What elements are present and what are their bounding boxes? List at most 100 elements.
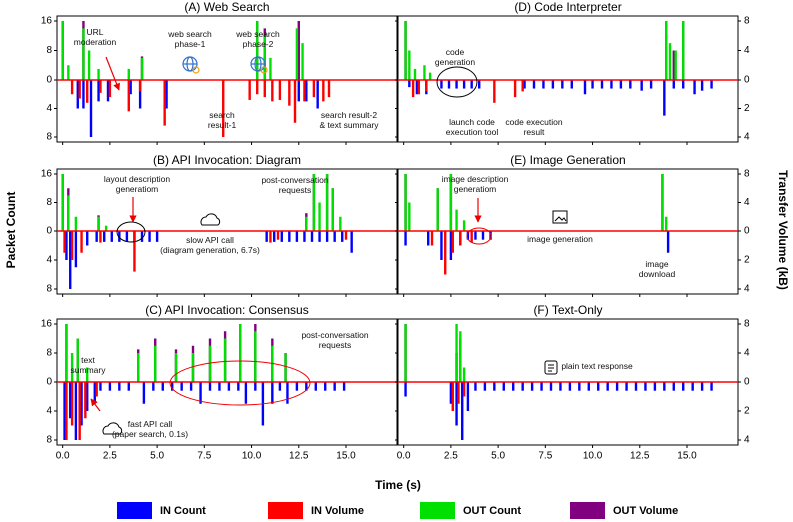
legend-swatch xyxy=(570,502,605,519)
y-tick-label: 16 xyxy=(41,169,53,180)
panel-title: (A) Web Search xyxy=(184,0,269,14)
y-tick-label: 8 xyxy=(46,284,52,295)
annotation: search result-1 xyxy=(207,110,237,130)
y-tick-label: 8 xyxy=(46,348,52,359)
y2-tick-label: 8 xyxy=(744,16,750,27)
x-tick-label: 2.5 xyxy=(103,451,117,462)
legend-label: OUT Volume xyxy=(613,505,678,517)
y2-tick-label: 4 xyxy=(744,197,750,208)
y2-tick-label: 0 xyxy=(744,377,750,388)
x-tick-label: 10.0 xyxy=(583,451,603,462)
plot-frame xyxy=(56,15,398,143)
annotation: code execution result xyxy=(505,117,563,137)
x-tick-label: 15.0 xyxy=(336,451,356,462)
plot-frame xyxy=(397,15,739,143)
annotation: slow API call (diagram generation, 6.7s) xyxy=(160,235,260,255)
globe-icon xyxy=(182,56,200,74)
annotation: URL moderation xyxy=(73,27,117,47)
y2-tick-label: 4 xyxy=(744,435,750,446)
x-axis-title: Time (s) xyxy=(375,478,421,492)
cloud-icon xyxy=(200,213,221,226)
y2-tick-label: 0 xyxy=(744,226,750,237)
y2-tick-label: 2 xyxy=(744,103,750,114)
y2-axis-title: Transfer Volume (kB) xyxy=(776,170,790,290)
panel: (F) Text-Only 8 4 0 2 4 0.0 2.5 5.0 7.5 10.0 12.5 15… xyxy=(395,303,750,462)
legend-label: IN Volume xyxy=(311,505,364,517)
legend-label: IN Count xyxy=(160,505,206,517)
x-tick-label: 5.0 xyxy=(491,451,505,462)
y-tick-label: 0 xyxy=(46,377,52,388)
y-tick-label: 4 xyxy=(46,406,52,417)
annotation: code generation xyxy=(434,47,476,67)
annotation: web search phase-1 xyxy=(168,29,212,49)
y-tick-label: 4 xyxy=(46,255,52,266)
annotation: plain text response xyxy=(561,361,633,371)
panel-title: (D) Code Interpreter xyxy=(514,0,621,14)
annotation: image generation xyxy=(527,234,593,244)
y2-tick-label: 8 xyxy=(744,319,750,330)
globe-icon xyxy=(250,56,268,74)
y-tick-label: 0 xyxy=(46,226,52,237)
panel: (C) API Invocation: Consensus 16 8 0 4 8 0.0 2.… xyxy=(41,303,400,462)
panel-title: (B) API Invocation: Diagram xyxy=(153,153,301,167)
panel-title: (E) Image Generation xyxy=(510,153,625,167)
y2-tick-label: 4 xyxy=(744,284,750,295)
highlight-ellipse xyxy=(169,360,311,406)
annotation: layout description generatiom xyxy=(103,174,171,194)
y-axis-title: Packet Count xyxy=(4,192,18,269)
legend-swatch xyxy=(268,502,303,519)
cloud-icon xyxy=(102,422,123,435)
y-tick-label: 8 xyxy=(46,197,52,208)
document-icon xyxy=(544,360,558,375)
y2-tick-label: 4 xyxy=(744,348,750,359)
x-tick-label: 0.0 xyxy=(397,451,411,462)
y-tick-label: 16 xyxy=(41,16,53,27)
x-tick-label: 12.5 xyxy=(630,451,650,462)
panel: (D) Code Interpreter 8 4 0 2 4 xyxy=(395,0,750,145)
x-tick-label: 7.5 xyxy=(197,451,211,462)
annotation: launch code execution tool xyxy=(445,117,499,137)
y-tick-label: 8 xyxy=(46,435,52,446)
annotation: web search phase-2 xyxy=(236,29,280,49)
annotation: text summary xyxy=(70,355,106,375)
annotation-shapes xyxy=(90,56,568,435)
annotation: fast API call (paper search, 0.1s) xyxy=(111,419,189,439)
x-tick-label: 10.0 xyxy=(242,451,262,462)
panel-title: (C) API Invocation: Consensus xyxy=(145,303,308,317)
highlight-ellipse xyxy=(116,221,146,243)
x-tick-label: 5.0 xyxy=(150,451,164,462)
y2-tick-label: 2 xyxy=(744,406,750,417)
y-tick-label: 8 xyxy=(46,132,52,143)
y-tick-label: 16 xyxy=(41,319,53,330)
legend-swatch xyxy=(117,502,152,519)
x-tick-label: 7.5 xyxy=(538,451,552,462)
y-tick-label: 4 xyxy=(46,103,52,114)
highlight-ellipse xyxy=(466,227,492,245)
annotation: image description generatiom xyxy=(441,174,509,194)
x-tick-label: 2.5 xyxy=(444,451,458,462)
y-tick-label: 8 xyxy=(46,45,52,56)
x-tick-label: 12.5 xyxy=(289,451,309,462)
panel: (B) API Invocation: Diagram 16 8 0 4 8 xyxy=(41,153,400,297)
y2-tick-label: 8 xyxy=(744,169,750,180)
y2-tick-label: 4 xyxy=(744,132,750,143)
annotation: post-conversation requests xyxy=(301,330,369,350)
highlight-ellipse xyxy=(436,66,478,98)
y2-tick-label: 4 xyxy=(744,45,750,56)
panel: (A) Web Search 16 8 0 4 8 xyxy=(41,0,400,145)
annotation: post-conversation requests xyxy=(261,175,329,195)
x-tick-label: 0.0 xyxy=(56,451,70,462)
arrow xyxy=(105,56,120,91)
legend-label: OUT Count xyxy=(463,505,521,517)
panel-title: (F) Text-Only xyxy=(533,303,602,317)
legend-swatch xyxy=(420,502,455,519)
panel: (E) Image Generation 8 4 0 2 4 xyxy=(395,153,750,297)
y2-tick-label: 0 xyxy=(744,75,750,86)
annotation: image download xyxy=(638,259,676,279)
y2-tick-label: 2 xyxy=(744,255,750,266)
y-tick-label: 0 xyxy=(46,75,52,86)
image-icon xyxy=(552,210,568,224)
arrow xyxy=(90,398,101,412)
